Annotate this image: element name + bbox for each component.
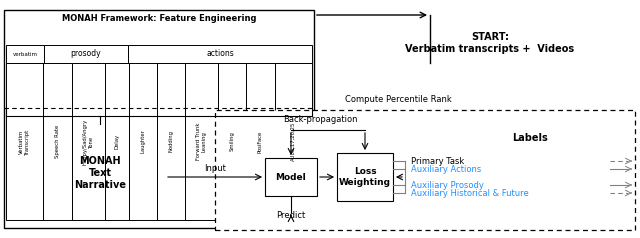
Text: PosiFace: PosiFace <box>258 130 263 153</box>
Bar <box>218 63 246 220</box>
Text: Primary Task: Primary Task <box>411 157 464 165</box>
Text: Forward Trunk
Leaning: Forward Trunk Leaning <box>196 123 207 160</box>
Text: START:
Verbatim transcripts +  Videos: START: Verbatim transcripts + Videos <box>405 32 575 54</box>
Text: Back-propagation: Back-propagation <box>283 115 357 124</box>
Text: Auxiliary Prosody: Auxiliary Prosody <box>411 180 484 189</box>
Bar <box>157 63 185 220</box>
Bar <box>185 63 218 220</box>
Bar <box>105 63 129 220</box>
Text: MONAH
Text
Narrative: MONAH Text Narrative <box>74 156 126 190</box>
Bar <box>265 158 317 196</box>
Text: Speech Rate: Speech Rate <box>55 125 60 158</box>
Bar <box>129 63 157 220</box>
Text: AU05,17,20,25: AU05,17,20,25 <box>291 122 296 161</box>
Text: Loss
Weighting: Loss Weighting <box>339 167 391 187</box>
Text: Predict: Predict <box>276 211 306 220</box>
Text: Verbatim
Transcript: Verbatim Transcript <box>19 128 30 155</box>
Bar <box>44 63 72 220</box>
Text: Smiling: Smiling <box>230 132 235 151</box>
Text: MONAH Framework: Feature Engineering: MONAH Framework: Feature Engineering <box>61 14 256 23</box>
Bar <box>72 63 105 220</box>
Text: Model: Model <box>276 173 307 182</box>
Text: prosody: prosody <box>70 50 101 59</box>
Text: Auxiliary Historical & Future: Auxiliary Historical & Future <box>411 188 529 198</box>
Bar <box>215 110 635 230</box>
Bar <box>6 63 44 220</box>
Text: actions: actions <box>206 50 234 59</box>
Bar <box>246 63 275 220</box>
Text: Compute Percentile Rank: Compute Percentile Rank <box>345 95 452 104</box>
Bar <box>128 45 312 63</box>
Text: Auxiliary Actions: Auxiliary Actions <box>411 164 481 174</box>
Text: Input: Input <box>204 164 226 173</box>
Bar <box>4 10 314 228</box>
Bar <box>337 153 393 201</box>
Text: Happy/Sad/Angry
Tone: Happy/Sad/Angry Tone <box>83 118 93 165</box>
Text: verbatim: verbatim <box>13 51 38 56</box>
Text: Nodding: Nodding <box>168 130 173 153</box>
Bar <box>6 45 44 63</box>
Text: Delay: Delay <box>115 134 119 149</box>
Bar <box>275 63 312 220</box>
Bar <box>44 45 128 63</box>
Text: Laughter: Laughter <box>140 129 145 154</box>
Text: Labels: Labels <box>512 133 548 143</box>
